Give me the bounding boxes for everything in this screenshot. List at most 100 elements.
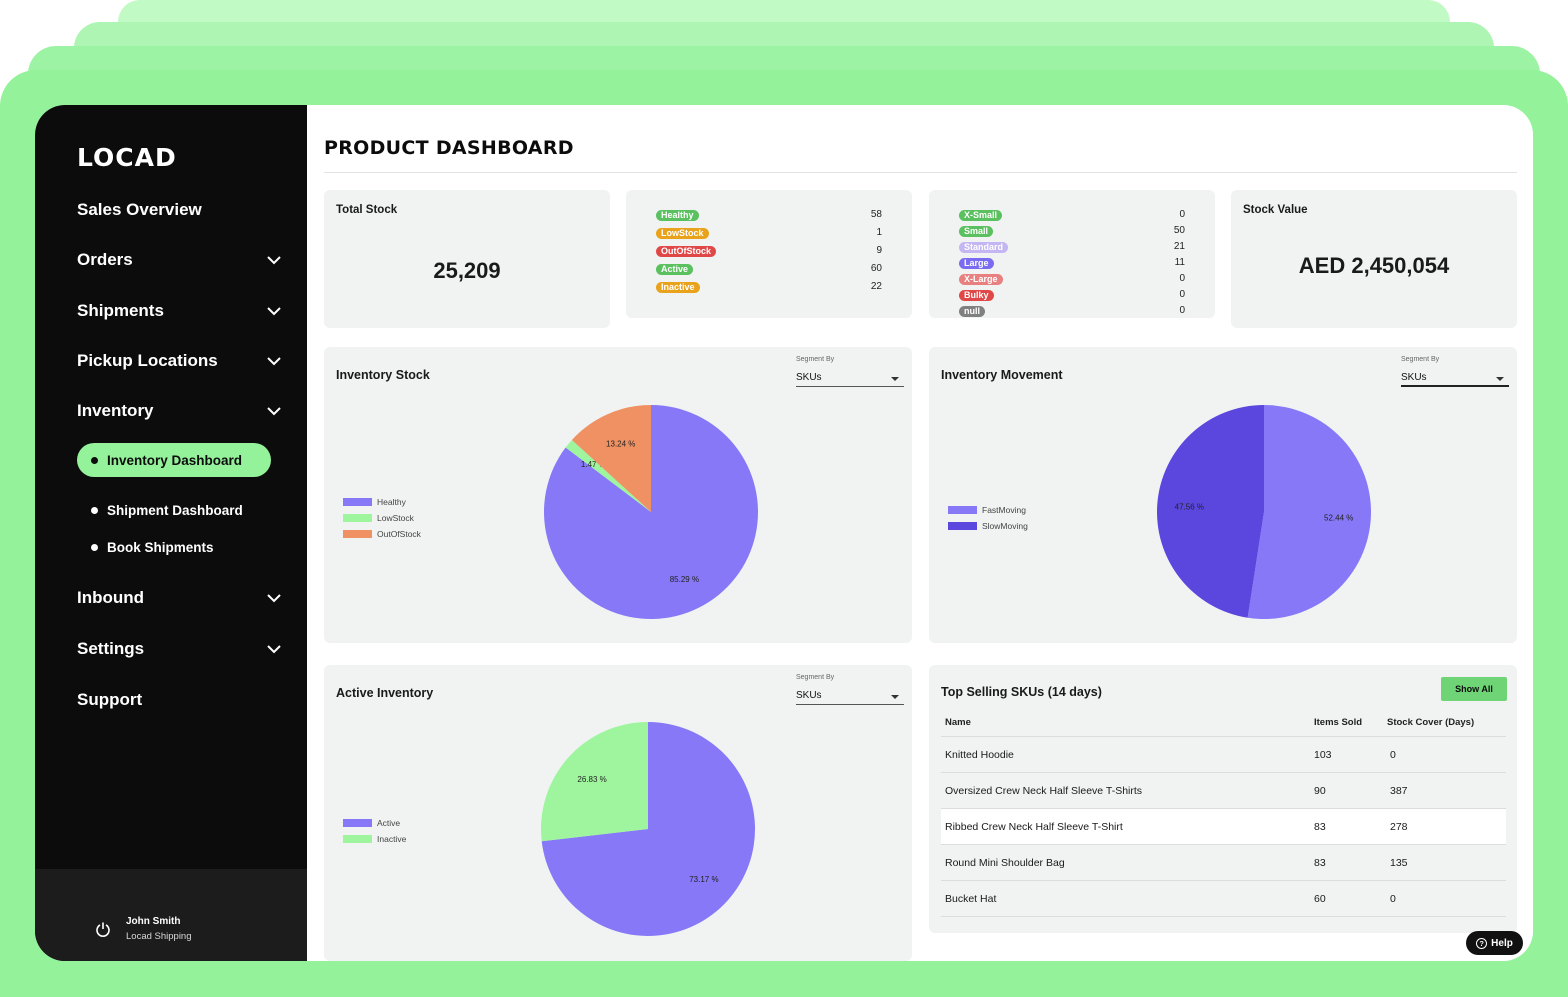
sidebar-item-shipments[interactable]: Shipments	[77, 301, 281, 321]
table-row[interactable]: Oversized Crew Neck Half Sleeve T-Shirts…	[941, 773, 1506, 809]
main-content: PRODUCT DASHBOARD Total Stock 25,209 Hea…	[307, 105, 1533, 961]
status-badge: null	[959, 306, 985, 317]
segment-select[interactable]: SKUs	[796, 687, 904, 705]
legend-swatch	[343, 819, 372, 827]
inventory-movement-pie: 52.44 % 47.56 %	[1157, 405, 1371, 619]
pie-slice[interactable]	[541, 722, 648, 842]
inventory-stock-card: Inventory Stock Segment By SKUs Healthy L…	[324, 347, 912, 643]
status-count: 9	[876, 245, 882, 256]
sidebar-item-settings[interactable]: Settings	[77, 639, 281, 659]
sidebar-subitem-shipment-dashboard[interactable]: Shipment Dashboard	[77, 493, 243, 527]
status-count: 50	[1173, 225, 1185, 236]
active-inventory-pie: 73.17 % 26.83 %	[541, 722, 755, 936]
card-title: Stock Value	[1243, 204, 1308, 216]
legend-label: OutOfStock	[377, 529, 421, 539]
status-badge: Active	[656, 264, 694, 275]
card-title: Total Stock	[336, 204, 398, 216]
status-count: 0	[1179, 273, 1185, 284]
chevron-down-icon	[267, 357, 281, 366]
sidebar-item-orders[interactable]: Orders	[77, 250, 281, 270]
pie-slice-label: 1.47 %	[581, 460, 606, 469]
legend-swatch	[343, 530, 372, 538]
sidebar-item-inbound[interactable]: Inbound	[77, 588, 281, 608]
user-profile: John Smith Locad Shipping	[35, 869, 307, 961]
chevron-down-icon	[267, 645, 281, 654]
segment-label: Segment By	[796, 674, 835, 681]
legend-label: SlowMoving	[982, 521, 1028, 531]
bullet-icon	[91, 506, 98, 514]
total-stock-value: 25,209	[433, 258, 501, 283]
column-header: Name	[945, 717, 971, 728]
table-cell: Ribbed Crew Neck Half Sleeve T-Shirt	[945, 821, 1123, 833]
legend-item: FastMoving	[948, 505, 1026, 515]
table-row[interactable]: Round Mini Shoulder Bag 83 135	[941, 845, 1506, 881]
chevron-down-icon	[267, 256, 281, 265]
top-selling-card: Top Selling SKUs (14 days) Show All Name…	[929, 665, 1517, 933]
pie-slice[interactable]	[565, 439, 651, 512]
sidebar-item-label: Shipments	[77, 301, 164, 320]
legend-label: Inactive	[377, 834, 407, 844]
status-count: 1	[876, 227, 882, 238]
stock-value-card: Stock Value AED 2,450,054	[1231, 190, 1517, 328]
sidebar-subitem-label: Shipment Dashboard	[107, 502, 243, 518]
pie-slice-label: 52.44 %	[1324, 514, 1353, 523]
sidebar-item-label: Pickup Locations	[77, 351, 218, 370]
page-title: PRODUCT DASHBOARD	[324, 137, 574, 159]
sidebar-item-label: Sales Overview	[77, 200, 202, 219]
status-badge: Bulky	[959, 290, 994, 301]
segment-value: SKUs	[796, 372, 822, 383]
card-title: Active Inventory	[336, 686, 434, 700]
table-row[interactable]: Knitted Hoodie 103 0	[941, 737, 1506, 773]
chevron-down-icon	[267, 594, 281, 603]
segment-select[interactable]: SKUs	[796, 369, 904, 387]
sidebar-subitem-inventory-dashboard[interactable]: Inventory Dashboard	[77, 443, 271, 477]
sidebar-subitem-book-shipments[interactable]: Book Shipments	[77, 530, 214, 564]
status-count: 11	[1174, 257, 1185, 268]
segment-label: Segment By	[1401, 356, 1440, 363]
bullet-icon	[91, 543, 98, 551]
pie-slice[interactable]	[541, 722, 755, 936]
active-inventory-card: Active Inventory Segment By SKUs Active I…	[324, 665, 912, 961]
table-cell: 83	[1314, 857, 1326, 869]
table-cell: Oversized Crew Neck Half Sleeve T-Shirts	[945, 785, 1143, 797]
legend-label: Active	[377, 818, 401, 828]
legend-label: Healthy	[377, 497, 406, 507]
table-cell: 90	[1314, 785, 1326, 797]
sidebar-item-support[interactable]: Support	[77, 690, 281, 710]
table-row[interactable]: Bucket Hat 60 0	[941, 881, 1506, 917]
show-all-button[interactable]: Show All	[1441, 677, 1507, 701]
status-badge: OutOfStock	[656, 246, 717, 257]
segment-select[interactable]: SKUs	[1401, 369, 1509, 387]
pie-slice-label: 85.29 %	[670, 575, 699, 584]
card-title: Inventory Movement	[941, 368, 1063, 382]
sidebar-item-label: Inbound	[77, 588, 145, 607]
pie-slice[interactable]	[1247, 405, 1371, 619]
user-name: John Smith	[126, 916, 181, 927]
table-cell: 83	[1314, 821, 1326, 833]
legend-item: SlowMoving	[948, 521, 1028, 531]
table-cell: Bucket Hat	[945, 893, 997, 905]
status-count: 21	[1173, 241, 1185, 252]
status-badge: X-Small	[959, 210, 1003, 221]
sidebar-item-sales-overview[interactable]: Sales Overview	[77, 200, 281, 220]
column-header: Items Sold	[1314, 717, 1363, 728]
inventory-movement-card: Inventory Movement Segment By SKUs FastM…	[929, 347, 1517, 643]
legend-swatch	[948, 522, 977, 530]
table-cell: 0	[1390, 749, 1396, 761]
card-title: Top Selling SKUs (14 days)	[941, 685, 1102, 699]
column-header: Stock Cover (Days)	[1387, 717, 1475, 728]
pie-slice[interactable]	[1157, 405, 1264, 618]
power-icon[interactable]	[95, 921, 111, 937]
legend-swatch	[343, 835, 372, 843]
table-cell: 278	[1390, 821, 1408, 833]
pie-slice-label: 26.83 %	[577, 775, 606, 784]
bullet-icon	[91, 456, 98, 464]
sidebar-item-pickup-locations[interactable]: Pickup Locations	[77, 351, 281, 371]
legend-item: Inactive	[343, 834, 406, 844]
sidebar-item-inventory[interactable]: Inventory	[77, 401, 281, 421]
stock-status-card: Healthy 58 LowStock 1 OutOfStock 9 Active 60 Ina…	[626, 190, 912, 318]
table-row[interactable]: Ribbed Crew Neck Half Sleeve T-Shirt 83 27…	[941, 809, 1506, 845]
table-cell: 103	[1314, 749, 1332, 761]
pie-slice[interactable]	[571, 405, 651, 512]
help-button[interactable]: ? Help	[1466, 931, 1523, 955]
